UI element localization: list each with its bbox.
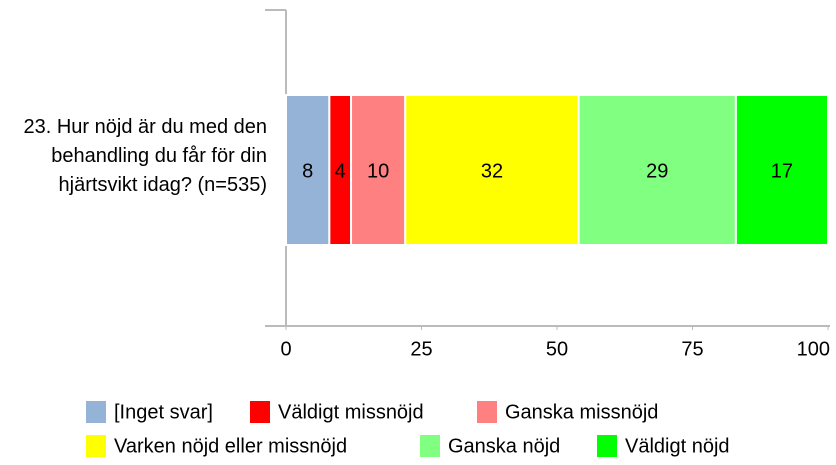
value-label: 17	[771, 160, 793, 182]
legend-label: Varken nöjd eller missnöjd	[114, 435, 347, 457]
legend-swatch	[477, 401, 497, 423]
legend-label: Väldigt missnöjd	[278, 401, 424, 423]
value-label: 29	[646, 160, 668, 182]
bar-segment	[350, 94, 407, 246]
x-tick-label: 50	[546, 338, 568, 360]
legend-swatch	[250, 401, 270, 423]
legend-label: Ganska nöjd	[448, 435, 560, 457]
x-tick-label: 75	[681, 338, 703, 360]
value-label: 10	[367, 160, 389, 182]
bar-segment	[285, 94, 331, 246]
value-label: 4	[335, 160, 346, 182]
x-tick-label: 25	[410, 338, 432, 360]
legend-label: Väldigt nöjd	[625, 435, 730, 457]
legend-swatch	[420, 435, 440, 457]
legend-swatch	[86, 401, 106, 423]
value-label: 8	[302, 160, 313, 182]
legend-label: [Inget svar]	[114, 401, 213, 423]
bar-segment	[404, 94, 580, 246]
bar-segment	[577, 94, 737, 246]
legend-swatch	[597, 435, 617, 457]
legend-label: Ganska missnöjd	[505, 401, 658, 423]
value-label: 32	[481, 160, 503, 182]
legend-swatch	[86, 435, 106, 457]
x-tick-label: 100	[797, 338, 830, 360]
category-label: 23. Hur nöjd är du med den behandling du…	[23, 116, 268, 196]
bar-segment	[734, 94, 829, 246]
x-tick-label: 0	[280, 338, 291, 360]
